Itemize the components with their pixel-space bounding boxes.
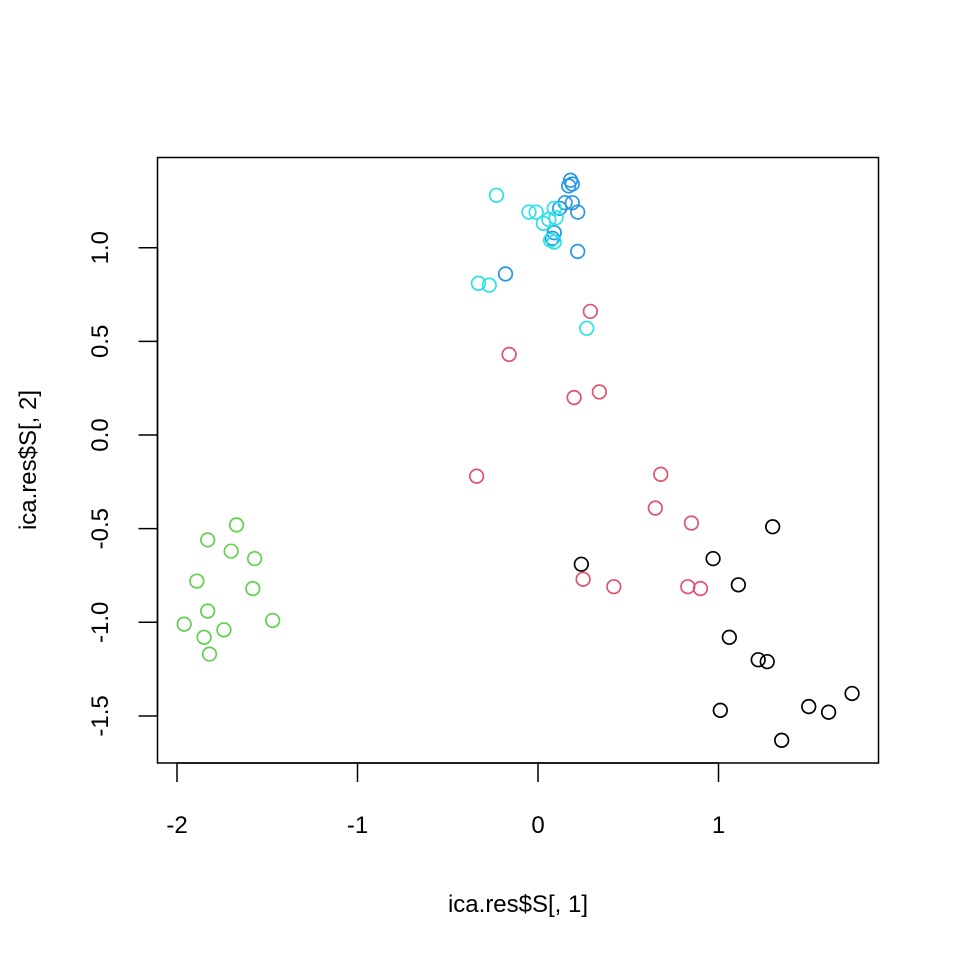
data-point xyxy=(573,556,589,572)
data-point xyxy=(680,579,696,595)
data-point xyxy=(528,204,544,220)
data-point xyxy=(189,573,205,589)
data-point xyxy=(759,653,775,670)
data-points xyxy=(176,172,860,748)
y-tick-label: -1.5 xyxy=(87,695,114,736)
x-tick-label: 0 xyxy=(531,812,544,839)
data-point xyxy=(470,275,487,291)
data-point xyxy=(570,243,586,260)
data-point xyxy=(246,550,263,567)
data-point xyxy=(228,517,245,533)
y-axis: -1.5 -1.0 -0.5 0.0 0.5 1.0 xyxy=(87,231,159,737)
data-point xyxy=(750,652,766,668)
data-point xyxy=(570,204,586,220)
x-tick-label: 1 xyxy=(712,812,725,839)
data-point xyxy=(692,580,709,597)
y-axis-label: ica.res$S[, 2] xyxy=(15,390,42,530)
data-point xyxy=(575,571,591,587)
y-tick-label: 1.0 xyxy=(87,231,114,264)
data-point xyxy=(683,515,700,531)
data-point xyxy=(820,704,837,720)
data-point xyxy=(488,187,505,203)
data-point xyxy=(468,468,485,484)
data-point xyxy=(705,550,721,567)
data-point xyxy=(582,303,598,320)
data-point xyxy=(223,543,239,559)
data-point xyxy=(647,500,663,516)
data-point xyxy=(579,320,595,336)
data-point xyxy=(196,629,212,645)
data-point xyxy=(265,612,281,629)
data-point xyxy=(566,389,582,406)
data-point xyxy=(801,698,817,715)
data-point xyxy=(730,577,747,593)
data-point xyxy=(844,685,860,702)
data-point xyxy=(501,346,517,363)
y-tick-label: -0.5 xyxy=(87,508,114,549)
data-point xyxy=(561,178,577,194)
data-point xyxy=(712,702,728,718)
y-tick-label: 0.5 xyxy=(87,325,114,358)
data-point xyxy=(200,603,216,619)
data-point xyxy=(245,580,261,597)
data-point xyxy=(200,532,216,548)
data-point xyxy=(606,579,622,595)
x-tick-label: -2 xyxy=(166,812,187,839)
data-point xyxy=(765,519,781,535)
data-point xyxy=(774,732,790,748)
y-tick-label: 0.0 xyxy=(87,418,114,451)
data-point xyxy=(497,266,514,282)
data-point xyxy=(591,384,608,400)
x-tick-label: -1 xyxy=(347,812,368,839)
x-axis-label: ica.res$S[, 1] xyxy=(448,891,588,918)
data-point xyxy=(546,234,562,250)
x-axis: -2 -1 0 1 xyxy=(166,762,725,839)
data-point xyxy=(481,277,497,293)
data-point xyxy=(721,629,737,645)
y-tick-label: -1.0 xyxy=(87,602,114,643)
data-point xyxy=(653,466,669,482)
data-point xyxy=(548,210,564,226)
data-point xyxy=(216,622,232,638)
plot-frame xyxy=(156,156,880,764)
data-point xyxy=(552,200,568,217)
data-point xyxy=(546,200,562,217)
data-point xyxy=(201,646,218,662)
data-point xyxy=(521,204,537,220)
data-point xyxy=(176,616,192,632)
